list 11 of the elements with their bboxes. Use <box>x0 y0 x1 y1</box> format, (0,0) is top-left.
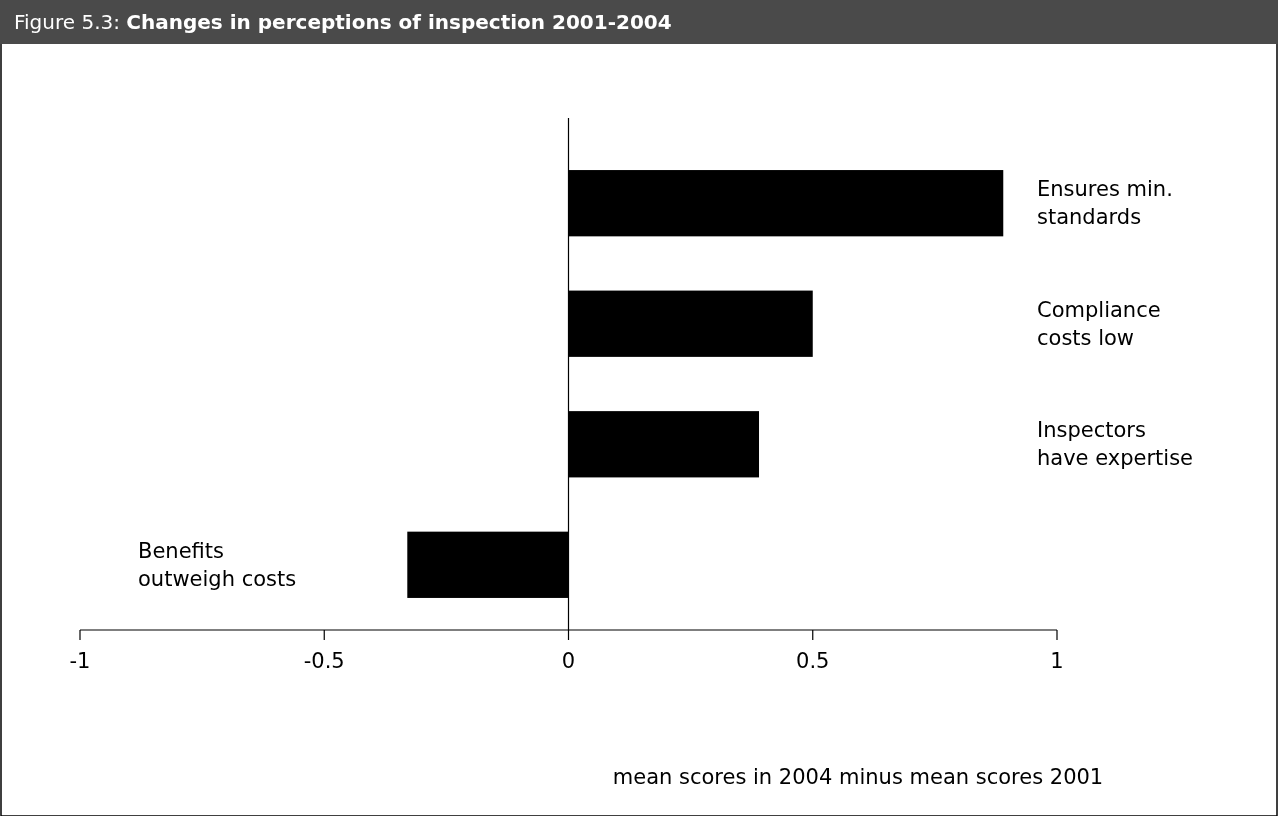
x-axis-title: mean scores in 2004 minus mean scores 2001 <box>612 765 1104 789</box>
chart-title: Figure 5.3: Changes in perceptions of inspection 2001-2004 <box>14 10 672 34</box>
y-tick-label: Inspectors have expertise <box>1037 418 1193 471</box>
x-tick-label: -0.5 <box>303 649 345 673</box>
x-tick-label: 0 <box>561 649 576 673</box>
y-tick-label: Ensures min. standards <box>1037 177 1173 230</box>
y-tick-label: Benefits outweigh costs <box>138 538 297 591</box>
x-tick-label: 1 <box>1050 649 1064 673</box>
x-tick-label: -1 <box>69 649 91 673</box>
x-tick-label: 0.5 <box>796 649 830 673</box>
y-tick-label: Compliance costs low <box>1037 297 1161 350</box>
